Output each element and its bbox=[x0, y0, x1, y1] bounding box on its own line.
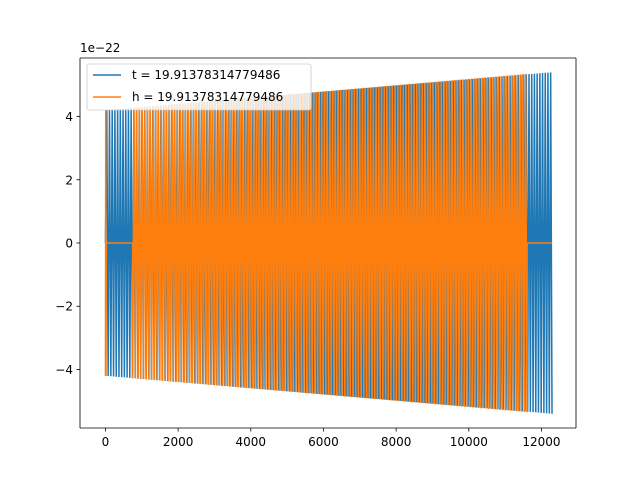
legend: t = 19.91378314779486 h = 19.91378314779… bbox=[86, 63, 312, 111]
y-tick-label: 0 bbox=[65, 237, 73, 251]
x-axis: 0 2000 4000 6000 8000 10000 12000 bbox=[102, 428, 561, 449]
y-offset-label: 1e−22 bbox=[80, 41, 120, 55]
x-tick-label: 6000 bbox=[308, 435, 339, 449]
y-tick-label: −4 bbox=[55, 363, 73, 377]
x-tick-label: 2000 bbox=[163, 435, 194, 449]
y-tick-label: 2 bbox=[65, 173, 73, 187]
series-h-line bbox=[104, 73, 553, 413]
x-tick-label: 12000 bbox=[522, 435, 560, 449]
legend-label-t: t = 19.91378314779486 bbox=[132, 68, 280, 82]
series-layer bbox=[104, 72, 553, 414]
legend-box bbox=[86, 63, 312, 111]
y-tick-label: −2 bbox=[55, 300, 73, 314]
y-axis: −4 −2 0 2 4 bbox=[55, 110, 80, 377]
y-tick-label: 4 bbox=[65, 110, 73, 124]
x-tick-label: 0 bbox=[102, 435, 110, 449]
x-tick-label: 4000 bbox=[236, 435, 267, 449]
x-tick-label: 10000 bbox=[450, 435, 488, 449]
x-tick-label: 8000 bbox=[381, 435, 412, 449]
legend-label-h: h = 19.91378314779486 bbox=[132, 90, 283, 104]
